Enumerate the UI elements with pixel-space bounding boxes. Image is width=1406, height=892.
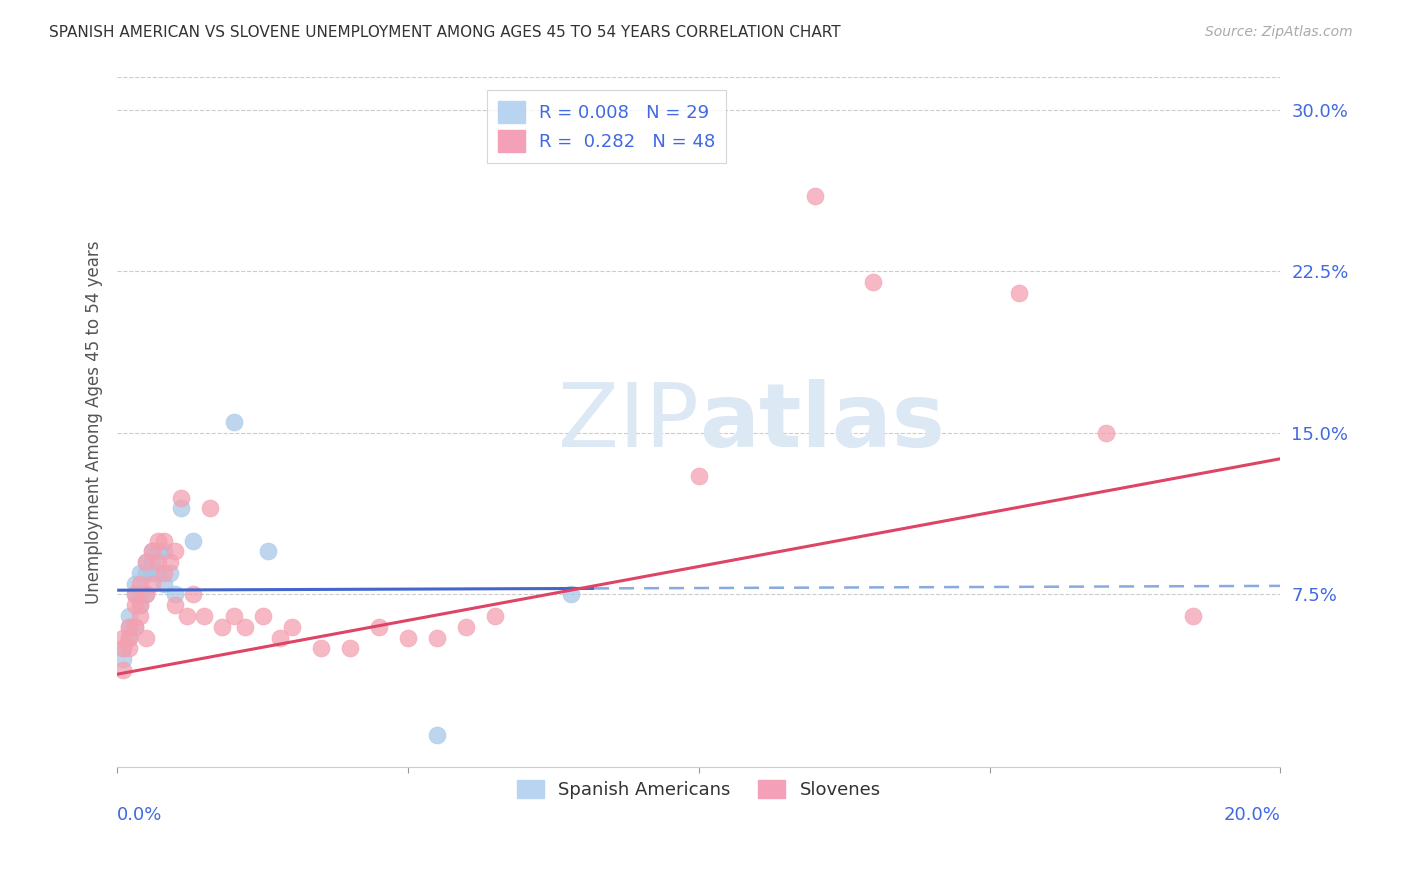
Point [141, 555, 163, 569]
Point [1007, 285, 1029, 300]
Point [141, 576, 163, 591]
Point [269, 631, 291, 645]
Point [141, 544, 163, 558]
Point [804, 189, 827, 203]
Point [193, 609, 215, 624]
Point [141, 566, 163, 580]
Point [118, 609, 141, 624]
Point [124, 576, 146, 591]
Point [129, 587, 152, 601]
Point [1095, 425, 1118, 440]
Point [484, 609, 506, 624]
Point [111, 663, 134, 677]
Point [141, 544, 163, 558]
Point [135, 631, 157, 645]
Point [129, 576, 152, 591]
Point [146, 533, 169, 548]
Point [118, 620, 141, 634]
Point [129, 599, 152, 613]
Point [129, 599, 152, 613]
Point [135, 587, 157, 601]
Point [129, 566, 152, 580]
Point [257, 544, 280, 558]
Point [124, 620, 146, 634]
Point [124, 620, 146, 634]
Text: Source: ZipAtlas.com: Source: ZipAtlas.com [1205, 25, 1353, 39]
Point [111, 641, 134, 656]
Point [165, 599, 187, 613]
Point [367, 620, 389, 634]
Point [124, 587, 146, 601]
Point [124, 599, 146, 613]
Point [152, 566, 174, 580]
Text: atlas: atlas [699, 378, 945, 466]
Point [146, 555, 169, 569]
Point [159, 566, 181, 580]
Point [1182, 609, 1205, 624]
Point [152, 544, 174, 558]
Point [165, 587, 187, 601]
Point [222, 415, 245, 429]
Legend: Spanish Americans, Slovenes: Spanish Americans, Slovenes [510, 772, 887, 806]
Point [456, 620, 478, 634]
Point [309, 641, 332, 656]
Point [146, 544, 169, 558]
Point [118, 631, 141, 645]
Point [129, 609, 152, 624]
Point [560, 587, 582, 601]
Point [200, 501, 222, 516]
Point [152, 533, 174, 548]
Point [118, 631, 141, 645]
Point [233, 620, 256, 634]
Point [135, 555, 157, 569]
Text: 0.0%: 0.0% [117, 805, 163, 823]
Point [111, 652, 134, 666]
Point [222, 609, 245, 624]
Point [211, 620, 233, 634]
Text: ZIP: ZIP [558, 378, 699, 466]
Point [862, 275, 884, 289]
Text: 20.0%: 20.0% [1223, 805, 1281, 823]
Point [396, 631, 419, 645]
Point [252, 609, 274, 624]
Point [135, 587, 157, 601]
Point [152, 576, 174, 591]
Text: SPANISH AMERICAN VS SLOVENE UNEMPLOYMENT AMONG AGES 45 TO 54 YEARS CORRELATION C: SPANISH AMERICAN VS SLOVENE UNEMPLOYMENT… [49, 25, 841, 40]
Point [135, 566, 157, 580]
Point [124, 587, 146, 601]
Point [118, 641, 141, 656]
Point [159, 555, 181, 569]
Point [426, 631, 449, 645]
Point [111, 641, 134, 656]
Y-axis label: Unemployment Among Ages 45 to 54 years: Unemployment Among Ages 45 to 54 years [86, 240, 103, 604]
Point [170, 501, 193, 516]
Point [111, 631, 134, 645]
Point [170, 491, 193, 505]
Point [118, 620, 141, 634]
Point [688, 469, 710, 483]
Point [165, 544, 187, 558]
Point [181, 533, 204, 548]
Point [176, 609, 198, 624]
Point [280, 620, 302, 634]
Point [339, 641, 361, 656]
Point [426, 727, 449, 741]
Point [146, 566, 169, 580]
Point [181, 587, 204, 601]
Point [135, 555, 157, 569]
